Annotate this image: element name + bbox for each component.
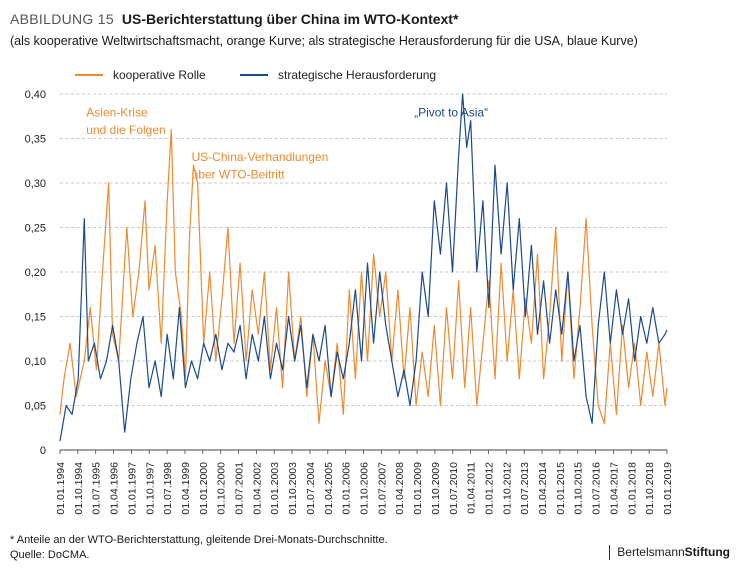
chart-annotation: US-China-Verhandlungen (192, 150, 329, 164)
x-tick-label: 01.04.2008 (394, 462, 406, 515)
chart-annotation: und die Folgen (86, 123, 165, 137)
y-tick-label: 0,15 (25, 312, 46, 324)
figure-title-row: ABBILDUNG 15 US-Berichterstattung über C… (10, 11, 458, 27)
figure-title: US-Berichterstattung über China im WTO-K… (121, 11, 459, 27)
x-tick-label: 01.01.2003 (269, 462, 281, 515)
bertelsmann-logo: BertelsmannStiftung (609, 545, 730, 560)
x-tick-label: 01.10.2015 (573, 462, 585, 515)
x-tick-label: 01.01.2019 (662, 462, 674, 515)
x-tick-label: 01.04.2011 (466, 462, 478, 514)
y-tick-label: 0,20 (25, 267, 46, 279)
y-tick-label: 0 (40, 445, 46, 457)
x-axis-ticks: 01.01.1994 01.10.1994 01.07.1995 01.04.1996… (55, 449, 674, 515)
y-tick-label: 0,35 (25, 134, 46, 146)
x-tick-label: 01.01.2009 (412, 462, 424, 515)
x-tick-label: 01.01.2006 (341, 462, 353, 515)
x-tick-label: 01.01.2015 (555, 462, 567, 515)
x-tick-label: 01.10.1997 (144, 462, 156, 515)
x-tick-label: 01.04.2002 (251, 462, 263, 515)
x-tick-label: 01.04.1996 (109, 462, 121, 515)
x-tick-label: 01.10.1994 (73, 462, 85, 515)
x-tick-label: 01.07.2013 (519, 462, 531, 515)
figure-subtitle: (als kooperative Weltwirtschaftsmacht, o… (10, 34, 638, 48)
x-tick-label: 01.07.2001 (234, 462, 246, 515)
x-tick-label: 01.10.2009 (430, 462, 442, 515)
x-tick-label: 01.10.2000 (216, 462, 228, 515)
x-tick-label: 01.04.2014 (537, 462, 549, 515)
figure-number: ABBILDUNG 15 (10, 11, 114, 27)
y-tick-label: 0,10 (25, 356, 46, 368)
x-tick-label: 01.04.2005 (323, 462, 335, 515)
x-tick-label: 01.04.2017 (608, 462, 620, 515)
series-line-strategische-herausforderung (59, 93, 668, 442)
x-tick-label: 01.07.1998 (162, 462, 174, 515)
legend-label: kooperative Rolle (113, 68, 206, 82)
x-tick-label: 01.01.2012 (483, 462, 495, 515)
x-tick-label: 01.10.2018 (644, 462, 656, 515)
annotations: Asien-Krise und die Folgen US-China-Verhan… (86, 105, 488, 181)
line-chart: 0 0,05 0,10 0,15 0,20 0,25 0,30 0,35 0,40 01.01.… (25, 68, 674, 515)
series-lines (59, 93, 668, 442)
footnote-block: * Anteile an der WTO-Berichterstattung, … (10, 533, 388, 563)
logo-bold: Stiftung (684, 545, 730, 559)
legend: kooperative Rolle strategische Herausford… (75, 68, 436, 82)
chart-annotation: über WTO-Beitritt (192, 168, 286, 182)
x-tick-label: 01.01.1997 (126, 462, 138, 515)
logo-regular: Bertelsmann (617, 545, 685, 559)
x-tick-label: 01.01.1994 (55, 462, 67, 515)
grid (60, 93, 667, 406)
y-tick-label: 0,05 (25, 401, 46, 413)
y-tick-label: 0,40 (25, 89, 46, 101)
x-tick-label: 01.04.1999 (180, 462, 192, 515)
y-tick-label: 0,25 (25, 223, 46, 235)
source-note: Quelle: DoCMA. (10, 549, 90, 561)
x-tick-label: 01.01.2018 (626, 462, 638, 515)
legend-label: strategische Herausforderung (278, 68, 436, 82)
x-tick-label: 01.07.2010 (448, 462, 460, 515)
x-tick-label: 01.10.2003 (287, 462, 299, 515)
x-tick-label: 01.10.2006 (359, 462, 371, 515)
x-tick-label: 01.07.2016 (591, 462, 603, 515)
chart-annotation: Asien-Krise (86, 105, 148, 119)
x-tick-label: 01.01.2000 (198, 462, 210, 515)
footnote: * Anteile an der WTO-Berichterstattung, … (10, 534, 388, 546)
x-tick-label: 01.07.2007 (376, 462, 388, 515)
y-axis-ticks: 0 0,05 0,10 0,15 0,20 0,25 0,30 0,35 0,40 (25, 89, 46, 457)
x-tick-label: 01.07.2004 (305, 462, 317, 515)
x-tick-label: 01.10.2012 (501, 462, 513, 515)
y-tick-label: 0,30 (25, 178, 46, 190)
x-tick-label: 01.07.1995 (91, 462, 103, 515)
chart-annotation: „Pivot to Asia“ (414, 105, 488, 119)
